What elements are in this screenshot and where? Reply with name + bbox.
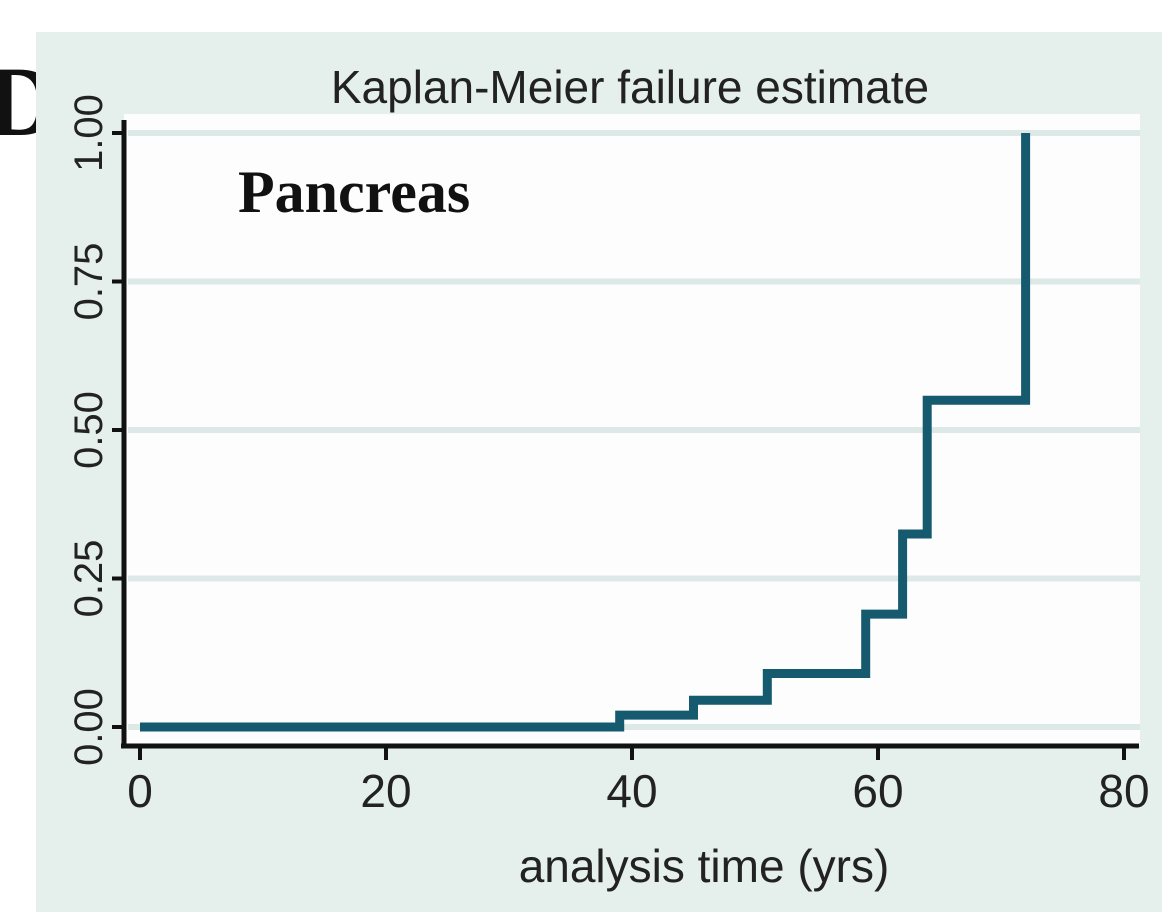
x-tick-label: 20: [360, 765, 411, 817]
y-tick-label: 0.50: [67, 391, 111, 469]
x-tick-label: 80: [1098, 765, 1149, 817]
y-tick-label: 0.75: [67, 243, 111, 321]
series-layer: [140, 133, 1031, 732]
x-axis-label: analysis time (yrs): [519, 840, 890, 892]
ticks: 0.00 0.25 0.50 0.75 1.00 0 20 40 60 80: [67, 94, 1150, 817]
gridlines: [128, 130, 1140, 730]
x-tick-label: 0: [127, 765, 153, 817]
km-step-line: [140, 133, 1031, 732]
y-tick-label: 0.25: [67, 540, 111, 618]
annotation-label: Pancreas: [238, 159, 470, 225]
y-tick-label: 0.00: [67, 688, 111, 766]
chart-title: Kaplan-Meier failure estimate: [331, 61, 929, 113]
x-tick-label: 40: [606, 765, 657, 817]
x-tick-label: 60: [852, 765, 903, 817]
y-tick-label: 1.00: [67, 94, 111, 172]
